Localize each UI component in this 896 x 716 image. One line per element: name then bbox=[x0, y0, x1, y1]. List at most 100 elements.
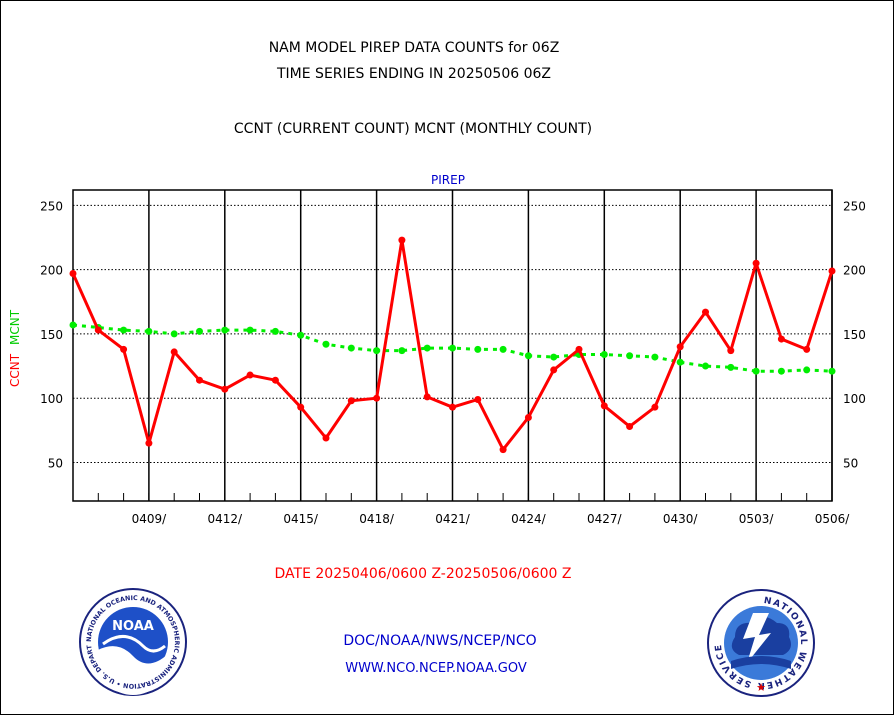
mcnt-point bbox=[120, 326, 128, 334]
x-tick-label: 0412/ bbox=[208, 512, 244, 526]
ccnt-point bbox=[221, 385, 229, 393]
x-tick-label: 0506/ bbox=[815, 512, 851, 526]
mcnt-point bbox=[702, 362, 709, 370]
mcnt-point bbox=[651, 353, 659, 361]
ccnt-point bbox=[803, 345, 811, 353]
x-tick-label: 0418/ bbox=[359, 512, 395, 526]
mcnt-point bbox=[449, 344, 456, 352]
mcnt-point bbox=[550, 353, 558, 361]
y-tick-label-left: 150 bbox=[40, 328, 63, 342]
footer-link-website[interactable]: WWW.NCO.NCEP.NOAA.GOV bbox=[345, 661, 527, 676]
y-tick-label-right: 150 bbox=[843, 328, 866, 342]
ccnt-point bbox=[94, 326, 102, 334]
ccnt-point bbox=[474, 395, 482, 403]
mcnt-point bbox=[752, 367, 760, 375]
mcnt-point bbox=[145, 327, 153, 335]
y-tick-label-left: 200 bbox=[40, 264, 63, 278]
mcnt-point bbox=[828, 367, 836, 375]
y-tick-label-left: 100 bbox=[40, 392, 63, 406]
mcnt-point bbox=[727, 363, 735, 371]
nws-star-icon: ★ bbox=[756, 681, 766, 694]
y-axis-left-labels: 50 100 150 200 250 bbox=[40, 199, 63, 470]
y-tick-label-left: 250 bbox=[40, 199, 63, 213]
mcnt-point bbox=[499, 345, 507, 353]
ccnt-point bbox=[449, 403, 456, 411]
chart-subtitle: CCNT (CURRENT COUNT) MCNT (MONTHLY COUNT… bbox=[234, 121, 592, 137]
ccnt-point bbox=[524, 413, 532, 421]
ccnt-point bbox=[651, 403, 659, 411]
ccnt-point bbox=[373, 394, 381, 402]
ccnt-point bbox=[600, 402, 608, 410]
ccnt-point bbox=[777, 335, 785, 343]
ccnt-point bbox=[120, 345, 128, 353]
noaa-logo: NOAA NATIONAL OCEANIC AND ATMOSPHERIC AD… bbox=[79, 588, 187, 696]
x-tick-label: 0415/ bbox=[283, 512, 319, 526]
mcnt-point bbox=[196, 327, 203, 335]
plot-area: 50 100 150 200 250 50 100 150 200 250 0409/0412/… bbox=[40, 189, 866, 526]
chart-title-line1: NAM MODEL PIREP DATA COUNTS for 06Z bbox=[269, 40, 560, 56]
chart-title-line2: TIME SERIES ENDING IN 20250506 06Z bbox=[276, 66, 551, 82]
ccnt-point bbox=[322, 434, 330, 442]
ccnt-point bbox=[499, 446, 507, 454]
y-axis-label-mcnt: MCNT bbox=[8, 309, 22, 345]
x-tick-label: 0427/ bbox=[587, 512, 623, 526]
ccnt-point bbox=[575, 345, 583, 353]
series-mcnt bbox=[69, 321, 836, 375]
ccnt-point bbox=[828, 267, 836, 275]
mcnt-point bbox=[398, 347, 406, 355]
mcnt-point bbox=[69, 321, 77, 329]
mcnt-point bbox=[347, 344, 355, 352]
mcnt-point bbox=[170, 330, 178, 338]
ccnt-point bbox=[69, 270, 77, 278]
mcnt-point bbox=[246, 326, 254, 334]
y-tick-label-right: 50 bbox=[843, 456, 858, 470]
x-tick-label: 0430/ bbox=[663, 512, 699, 526]
ccnt-point bbox=[246, 371, 254, 379]
y-axis-label-ccnt: CCNT bbox=[8, 353, 22, 387]
ccnt-point bbox=[297, 403, 305, 411]
y-tick-label-right: 200 bbox=[843, 264, 866, 278]
mcnt-point bbox=[524, 352, 532, 360]
ccnt-point bbox=[398, 236, 406, 244]
x-axis-labels: 0409/0412/0415/0418/0421/0424/0427/0430/… bbox=[132, 512, 851, 526]
footer-link-doc[interactable]: DOC/NOAA/NWS/NCEP/NCO bbox=[343, 633, 536, 649]
mcnt-point bbox=[297, 331, 305, 339]
ccnt-point bbox=[676, 343, 684, 351]
ccnt-point bbox=[347, 397, 355, 405]
x-tick-label: 0424/ bbox=[511, 512, 547, 526]
mcnt-point bbox=[777, 367, 785, 375]
ccnt-point bbox=[626, 422, 634, 430]
mcnt-point bbox=[373, 347, 381, 355]
ccnt-point bbox=[170, 348, 178, 356]
ccnt-point bbox=[423, 393, 431, 401]
mcnt-point bbox=[271, 327, 279, 335]
mcnt-point bbox=[803, 366, 811, 374]
y-tick-label-left: 50 bbox=[48, 456, 63, 470]
y-tick-label-right: 250 bbox=[843, 199, 866, 213]
x-tick-label: 0421/ bbox=[435, 512, 471, 526]
y-axis-right-labels: 50 100 150 200 250 bbox=[843, 199, 866, 470]
mcnt-point bbox=[676, 358, 684, 366]
ccnt-point bbox=[727, 347, 735, 355]
series-ccnt bbox=[69, 236, 836, 454]
ccnt-point bbox=[702, 308, 709, 316]
ccnt-point bbox=[550, 366, 558, 374]
ccnt-point bbox=[196, 376, 203, 384]
ccnt-point bbox=[145, 439, 153, 447]
mcnt-point bbox=[626, 352, 634, 360]
mcnt-point bbox=[600, 350, 608, 358]
mcnt-point bbox=[221, 326, 229, 334]
nws-logo: NATIONAL WEATHER SERVICE ★ bbox=[707, 589, 815, 697]
mcnt-point bbox=[474, 345, 482, 353]
mcnt-point bbox=[322, 340, 330, 348]
x-tick-label: 0409/ bbox=[132, 512, 168, 526]
panel-title: PIREP bbox=[431, 173, 465, 187]
noaa-logo-text: NOAA bbox=[112, 619, 154, 634]
y-tick-label-right: 100 bbox=[843, 392, 866, 406]
x-tick-label: 0503/ bbox=[739, 512, 775, 526]
ccnt-point bbox=[271, 376, 279, 384]
minor-ticks bbox=[72, 493, 833, 501]
ccnt-point bbox=[752, 259, 760, 267]
date-range: DATE 20250406/0600 Z-20250506/0600 Z bbox=[275, 566, 572, 582]
